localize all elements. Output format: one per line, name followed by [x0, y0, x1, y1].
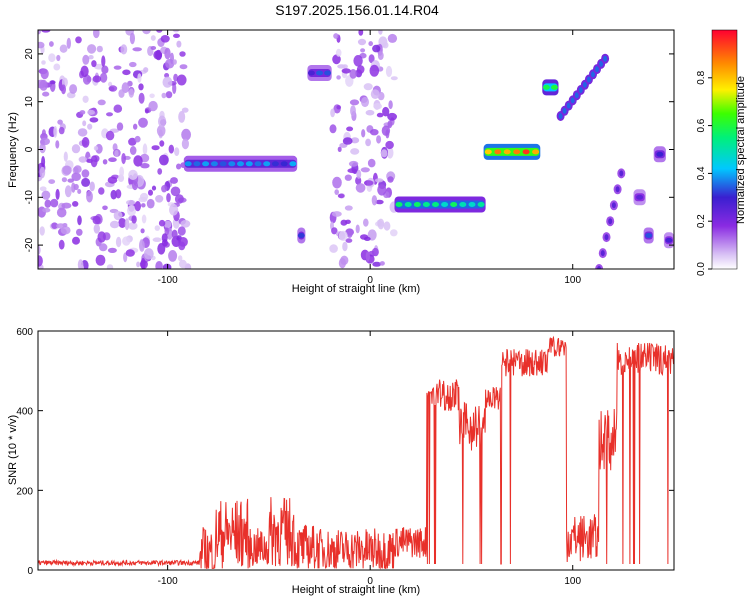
snr-y-tick-label: 400 [16, 407, 33, 418]
colorbar-label: Normalized spectral amplitude [735, 76, 747, 224]
colorbar-frame [711, 29, 738, 270]
spectrogram-x-tick-label: 0 [367, 275, 373, 286]
snr-x-tick-label: -100 [158, 576, 178, 587]
spectrogram-feature [633, 189, 646, 206]
spectrogram-feature [307, 65, 332, 81]
spectrogram-feature [394, 196, 486, 213]
colorbar-tick-label: 0.4 [696, 166, 707, 180]
spectrogram-feature [556, 53, 610, 121]
spectrogram-feature [183, 155, 298, 172]
snr-y-tick-label: 200 [16, 486, 33, 497]
colorbar-tick-label: 0.2 [696, 214, 707, 228]
spectrogram-feature [38, 30, 192, 269]
snr-plot: -100 0 100 0 200 400 600 [16, 327, 675, 587]
colorbar-tick-label: 0.8 [696, 70, 707, 84]
spectrogram-feature [542, 79, 559, 96]
snr-y-tick-label: 0 [27, 566, 33, 577]
snr-x-axis-label: Height of straight line (km) [292, 584, 420, 596]
spectrogram-feature [643, 227, 654, 244]
spectrogram-feature [595, 168, 626, 269]
spectrogram-y-tick-label: 20 [24, 48, 35, 60]
spectrogram-x-tick-label: 100 [564, 275, 581, 286]
chart-title: S197.2025.156.01.14.R04 [275, 2, 439, 18]
colorbar-tick-label: 0.6 [696, 118, 707, 132]
snr-y-tick-label: 600 [16, 327, 33, 338]
spectrogram-feature [329, 30, 399, 269]
spectrogram-x-tick-label: -100 [158, 275, 178, 286]
spectrogram-feature [653, 146, 666, 163]
spectrogram-y-tick-label: 0 [24, 146, 35, 152]
spectrogram-y-tick-label: -10 [24, 190, 35, 205]
snr-y-axis-label: SNR (10 * v/v) [7, 415, 19, 485]
colorbar-gradient [712, 30, 737, 269]
snr-x-tick-label: 0 [367, 576, 373, 587]
colorbar-tick-label: 0.0 [696, 262, 707, 276]
snr-series-line [38, 335, 674, 570]
snr-x-tick-label: 100 [564, 576, 581, 587]
spectrogram-y-tick-label: -20 [24, 237, 35, 252]
spectrogram-feature [297, 227, 306, 244]
spectrogram-y-tick-label: 10 [24, 96, 35, 108]
snr-frame [37, 330, 675, 571]
spectrogram-x-axis-label: Height of straight line (km) [292, 283, 420, 295]
spectrogram-feature [663, 232, 674, 249]
spectrogram-y-axis-label: Frequency (Hz) [7, 112, 19, 188]
colorbar: 0.0 0.2 0.4 0.6 0.8 Normalized spectral ampl… [696, 29, 747, 276]
spectrogram-feature [483, 143, 541, 160]
